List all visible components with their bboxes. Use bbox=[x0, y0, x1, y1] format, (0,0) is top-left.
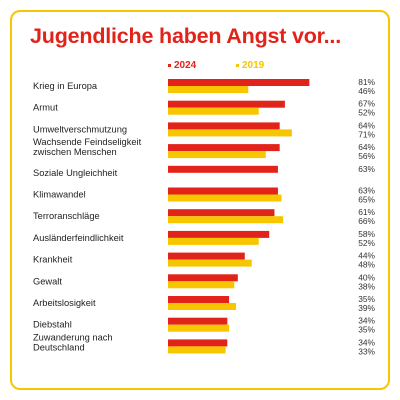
value-label-2024: 63% bbox=[358, 186, 375, 196]
bar-2024 bbox=[168, 339, 228, 347]
value-label-2019: 65% bbox=[358, 195, 375, 205]
legend-swatch-2024 bbox=[168, 64, 171, 67]
category-label: Deutschland bbox=[33, 342, 85, 352]
value-label-2024: 44% bbox=[358, 251, 375, 261]
bar-2019 bbox=[168, 281, 235, 289]
category-label: Terroranschläge bbox=[33, 211, 100, 221]
value-label-2024: 67% bbox=[358, 99, 375, 109]
bar-2024 bbox=[168, 100, 285, 108]
legend-item-2019: 2019 bbox=[236, 60, 264, 71]
category-label: Armut bbox=[33, 103, 58, 113]
bar-2019 bbox=[168, 259, 252, 267]
value-label-2019: 48% bbox=[358, 260, 375, 270]
value-label-2024: 81% bbox=[358, 77, 375, 87]
value-label-2019: 71% bbox=[358, 129, 375, 139]
value-label-2024: 40% bbox=[358, 272, 375, 282]
value-label-2024: 34% bbox=[358, 337, 375, 347]
value-label-2019: 52% bbox=[358, 108, 375, 118]
value-label-2024: 35% bbox=[358, 294, 375, 304]
category-label: Gewalt bbox=[33, 276, 62, 286]
bar-2024 bbox=[168, 230, 270, 238]
category-label: Wachsende Feindseligkeit bbox=[33, 137, 142, 147]
category-label: zwischen Menschen bbox=[33, 147, 117, 157]
value-label-2019: 33% bbox=[358, 346, 375, 356]
category-label: Diebstahl bbox=[33, 320, 72, 330]
bar-2024 bbox=[168, 209, 275, 217]
value-label-2019: 39% bbox=[358, 303, 375, 313]
value-label-2024: 61% bbox=[358, 207, 375, 217]
value-label-2019: 56% bbox=[358, 151, 375, 161]
bar-2019 bbox=[168, 303, 237, 310]
bar-2024 bbox=[168, 317, 228, 325]
bar-2024 bbox=[168, 144, 280, 152]
value-label-2024: 34% bbox=[358, 316, 375, 326]
value-label-2024: 58% bbox=[358, 229, 375, 239]
bar-2019 bbox=[168, 107, 259, 115]
value-label-2024: 64% bbox=[358, 142, 375, 152]
value-label-2019: 46% bbox=[358, 86, 375, 96]
category-label: Krieg in Europa bbox=[33, 81, 98, 91]
value-label-2019: 66% bbox=[358, 216, 375, 226]
bar-2024 bbox=[168, 79, 310, 86]
category-label: Zuwanderung nach bbox=[33, 332, 113, 342]
legend-label-2024: 2024 bbox=[174, 60, 197, 71]
bar-2024 bbox=[168, 187, 278, 195]
category-label: Krankheit bbox=[33, 255, 73, 265]
bar-2019 bbox=[168, 346, 226, 354]
bar-2024 bbox=[168, 252, 245, 260]
bar-2019 bbox=[168, 237, 259, 245]
value-label-2024: 63% bbox=[358, 164, 375, 174]
value-label-2019: 35% bbox=[358, 325, 375, 335]
legend-label-2019: 2019 bbox=[242, 60, 265, 71]
category-label: Klimawandel bbox=[33, 190, 86, 200]
bar-2019 bbox=[168, 194, 282, 202]
bar-2024 bbox=[168, 165, 278, 173]
bar-2019 bbox=[168, 151, 266, 159]
category-label: Ausländerfeindlichkeit bbox=[33, 233, 124, 243]
bar-2024 bbox=[168, 274, 238, 282]
legend-swatch-2019 bbox=[236, 64, 239, 67]
bar-2024 bbox=[168, 122, 280, 130]
value-label-2019: 52% bbox=[358, 238, 375, 248]
bar-2019 bbox=[168, 86, 249, 93]
bar-2019 bbox=[168, 129, 292, 137]
value-label-2024: 64% bbox=[358, 120, 375, 130]
category-label: Soziale Ungleichheit bbox=[33, 168, 118, 178]
bar-2019 bbox=[168, 324, 230, 332]
value-label-2019: 38% bbox=[358, 281, 375, 291]
category-label: Umweltverschmutzung bbox=[33, 124, 127, 134]
legend-item-2024: 2024 bbox=[168, 60, 196, 71]
bar-2024 bbox=[168, 296, 230, 303]
bar-2019 bbox=[168, 216, 284, 224]
category-label: Arbeitslosigkeit bbox=[33, 298, 96, 308]
chart-title: Jugendliche haben Angst vor... bbox=[30, 24, 341, 48]
